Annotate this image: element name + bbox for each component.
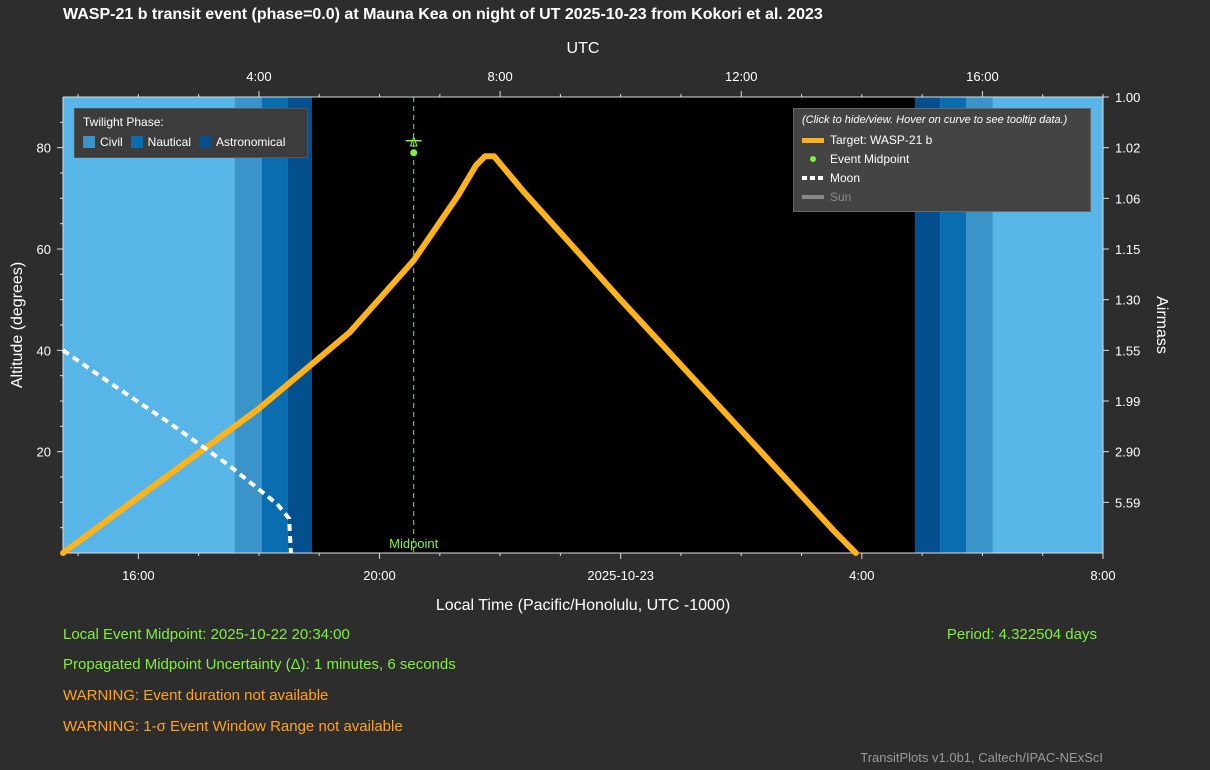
window-warning: WARNING: 1-σ Event Window Range not avai… — [63, 718, 403, 735]
nautical-swatch — [130, 136, 143, 148]
legend-moon-label: Moon — [830, 170, 861, 185]
twilight-legend-title: Twilight Phase: — [83, 115, 164, 129]
x2-tick-label: 16:00 — [966, 69, 999, 84]
y2-tick-label: 1.00 — [1115, 90, 1140, 105]
credit-text: TransitPlots v1.0b1, Caltech/IPAC-NExScI — [860, 750, 1103, 765]
x2-axis-title: UTC — [567, 40, 600, 57]
midpoint-info: Local Event Midpoint: 2025-10-22 20:34:0… — [63, 626, 350, 643]
y2-tick-label: 1.99 — [1115, 394, 1140, 409]
x2-tick-label: 8:00 — [487, 69, 512, 84]
x-tick-label: 20:00 — [363, 568, 396, 583]
legend-entry-midpoint[interactable]: Event Midpoint — [802, 149, 1082, 168]
y2-tick-label: 1.06 — [1115, 191, 1140, 206]
x-tick-label: 2025-10-23 — [587, 568, 654, 583]
nautical-label: Nautical — [147, 135, 192, 149]
midpoint-dot — [410, 149, 418, 157]
twilight-band-nautical-1 — [261, 97, 288, 553]
y-axis-title: Altitude (degrees) — [9, 262, 26, 388]
target-altitude-curve — [60, 153, 859, 556]
legend-entry-target[interactable]: Target: WASP-21 b — [802, 130, 1082, 149]
twilight-band-astronomical-2 — [287, 97, 312, 553]
x-tick-label: 8:00 — [1090, 568, 1115, 583]
x-axis-title: Local Time (Pacific/Honolulu, UTC -1000) — [436, 597, 730, 614]
legend-midpoint-label: Event Midpoint — [830, 151, 910, 166]
duration-warning: WARNING: Event duration not available — [63, 687, 329, 704]
midpoint-delta-label: Δ — [410, 136, 419, 150]
twilight-legend: Twilight Phase: Civil Nautical Astronomi… — [74, 108, 308, 158]
plot-title: WASP-21 b transit event (phase=0.0) at M… — [63, 6, 823, 23]
y2-axis-title: Airmass — [1153, 296, 1170, 354]
moon-dash-swatch — [802, 172, 824, 184]
target-line-swatch — [802, 134, 824, 146]
y2-tick-label: 5.59 — [1115, 495, 1140, 510]
period-info: Period: 4.322504 days — [946, 626, 1097, 643]
astronomical-label: Astronomical — [216, 135, 286, 149]
y-tick-label: 80 — [37, 141, 51, 156]
astronomical-swatch — [199, 136, 212, 148]
y-tick-label: 40 — [37, 343, 51, 358]
x2-tick-label: 12:00 — [725, 69, 758, 84]
midpoint-axis-label: Midpoint — [389, 536, 439, 551]
sun-line-swatch — [802, 191, 824, 203]
x2-tick-label: 4:00 — [246, 69, 271, 84]
curve-legend: (Click to hide/view. Hover on curve to s… — [793, 108, 1091, 212]
y2-tick-label: 2.90 — [1115, 445, 1140, 460]
legend-entry-sun[interactable]: Sun — [802, 187, 1082, 206]
x-tick-label: 16:00 — [122, 568, 155, 583]
legend-target-label: Target: WASP-21 b — [830, 132, 933, 147]
twilight-band-civil-0 — [234, 97, 262, 553]
legend-sun-label: Sun — [830, 189, 852, 204]
y-tick-label: 20 — [37, 445, 51, 460]
y2-tick-label: 1.30 — [1115, 293, 1140, 308]
x-tick-label: 4:00 — [849, 568, 874, 583]
uncertainty-info: Propagated Midpoint Uncertainty (Δ): 1 m… — [63, 656, 456, 673]
legend-entry-moon[interactable]: Moon — [802, 168, 1082, 187]
legend-hint: (Click to hide/view. Hover on curve to s… — [802, 114, 1068, 126]
midpoint-dot-icon — [802, 153, 824, 165]
civil-swatch — [83, 136, 95, 148]
y2-tick-label: 1.02 — [1115, 141, 1140, 156]
civil-label: Civil — [100, 135, 123, 149]
y2-tick-label: 1.15 — [1115, 242, 1140, 257]
moon-altitude-curve — [61, 348, 293, 554]
y-tick-label: 60 — [37, 242, 51, 257]
y2-tick-label: 1.55 — [1115, 343, 1140, 358]
